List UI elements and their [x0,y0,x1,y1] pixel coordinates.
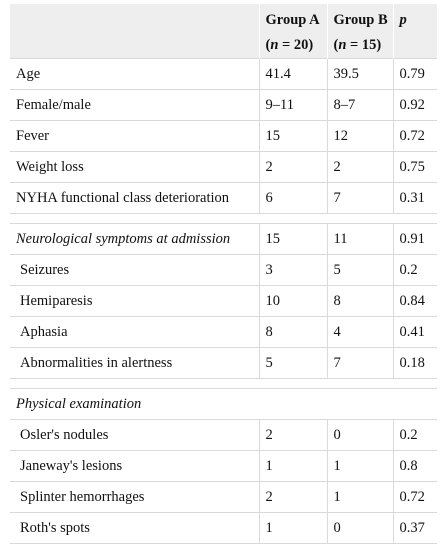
section-label-neurological: Neurological symptoms at admission [10,223,260,255]
group-b-value: 11 [327,223,394,255]
p-value: 0.37 [393,512,437,544]
group-b-value: 7 [327,182,394,214]
row-label: Aphasia [10,316,260,348]
group-a-title: Group A [265,12,320,28]
group-a-value: 15 [259,223,328,255]
group-b-value: 1 [327,450,394,482]
row-label: Fever [10,120,260,152]
row-label: NYHA functional class deterioration [10,182,260,214]
comparison-table: Group A (n = 20) Group B (n = 15) p Age … [10,4,437,544]
group-a-value: 10 [259,285,328,317]
table-row: Janeway's lesions 1 1 0.8 [10,450,437,482]
table-body: Age 41.4 39.5 0.79 Female/male 9–11 8–7 … [10,58,437,544]
group-b-value: 0 [327,419,394,451]
row-label: Age [10,58,260,90]
header-label-cell [10,4,260,59]
header-group-b: Group B (n = 15) [327,4,394,59]
group-a-value: 3 [259,254,328,286]
n-symbol: n [338,37,347,53]
group-a-value: 2 [259,419,328,451]
group-a-value: 5 [259,347,328,379]
p-value: 0.2 [393,254,437,286]
group-a-value: 2 [259,481,328,513]
table-row: Osler's nodules 2 0 0.2 [10,419,437,451]
table-row: Seizures 3 5 0.2 [10,254,437,286]
section-row: Neurological symptoms at admission 15 11… [10,223,437,255]
p-value: 0.8 [393,450,437,482]
row-label: Roth's spots [10,512,260,544]
group-a-value: 8 [259,316,328,348]
group-b-value: 4 [327,316,394,348]
section-row: Physical examination [10,388,437,420]
table-header: Group A (n = 20) Group B (n = 15) p [10,4,437,59]
p-header-label: p [399,12,407,28]
p-value: 0.92 [393,89,437,121]
group-a-value: 1 [259,512,328,544]
group-b-n: (n = 15) [333,37,382,53]
row-label: Osler's nodules [10,419,260,451]
row-label: Janeway's lesions [10,450,260,482]
group-b-value: 39.5 [327,58,394,90]
group-a-value: 1 [259,450,328,482]
row-label: Female/male [10,89,260,121]
table-row: Age 41.4 39.5 0.79 [10,58,437,90]
row-label: Seizures [10,254,260,286]
group-a-value: 41.4 [259,58,328,90]
p-value: 0.72 [393,481,437,513]
group-b-value: 1 [327,481,394,513]
p-value: 0.84 [393,285,437,317]
group-b-value: 7 [327,347,394,379]
n-symbol: n [270,37,279,53]
section-label-physical: Physical examination [10,388,437,420]
data-table-container: Group A (n = 20) Group B (n = 15) p Age … [10,4,437,544]
header-group-a: Group A (n = 20) [259,4,328,59]
p-value: 0.75 [393,151,437,183]
group-b-value: 8–7 [327,89,394,121]
table-row: Aphasia 8 4 0.41 [10,316,437,348]
spacer-row [10,378,437,389]
group-a-value: 15 [259,120,328,152]
table-row: Splinter hemorrhages 2 1 0.72 [10,481,437,513]
group-a-value: 6 [259,182,328,214]
group-a-n: (n = 20) [265,37,314,53]
table-row: NYHA functional class deterioration 6 7 … [10,182,437,214]
p-value: 0.79 [393,58,437,90]
group-b-value: 12 [327,120,394,152]
group-b-value: 8 [327,285,394,317]
table-row: Weight loss 2 2 0.75 [10,151,437,183]
spacer-row [10,213,437,224]
table-row: Hemiparesis 10 8 0.84 [10,285,437,317]
table-row: Abnormalities in alertness 5 7 0.18 [10,347,437,379]
row-label: Abnormalities in alertness [10,347,260,379]
table-row: Roth's spots 1 0 0.37 [10,512,437,544]
p-value: 0.2 [393,419,437,451]
row-label: Weight loss [10,151,260,183]
header-p-value: p [393,4,437,59]
table-row: Female/male 9–11 8–7 0.92 [10,89,437,121]
p-value: 0.31 [393,182,437,214]
group-b-title: Group B [333,12,388,28]
p-value: 0.72 [393,120,437,152]
table-row: Fever 15 12 0.72 [10,120,437,152]
group-b-value: 0 [327,512,394,544]
row-label: Splinter hemorrhages [10,481,260,513]
row-label: Hemiparesis [10,285,260,317]
group-a-value: 2 [259,151,328,183]
group-b-value: 2 [327,151,394,183]
p-value: 0.41 [393,316,437,348]
group-a-value: 9–11 [259,89,328,121]
group-b-value: 5 [327,254,394,286]
p-value: 0.91 [393,223,437,255]
p-value: 0.18 [393,347,437,379]
